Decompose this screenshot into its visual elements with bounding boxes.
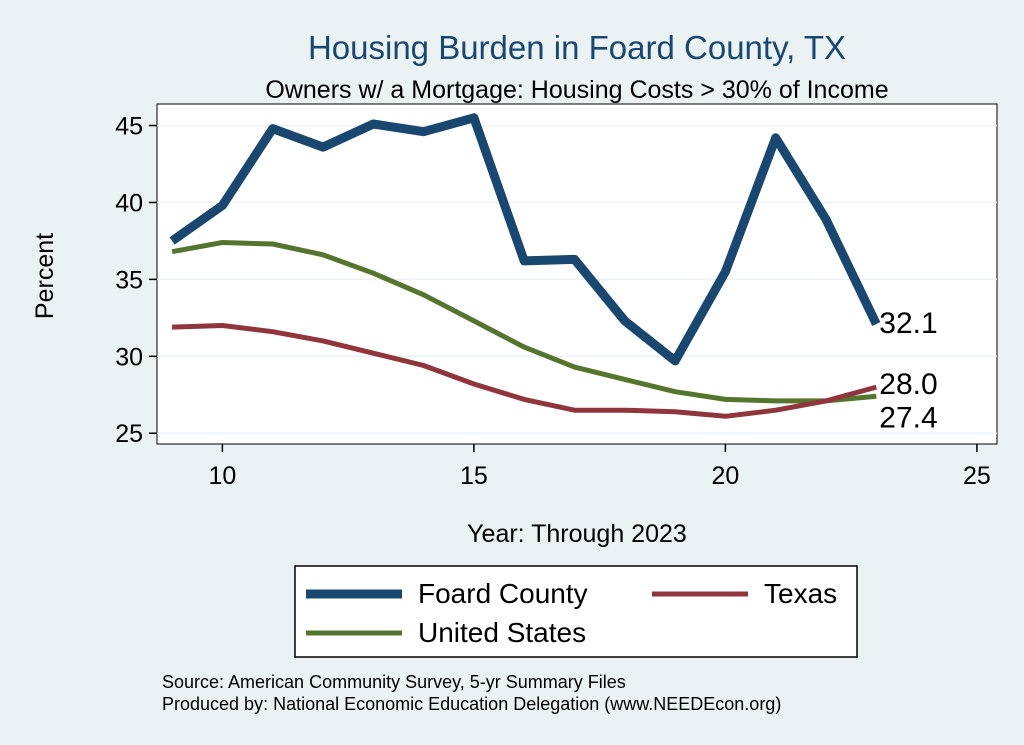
chart-title: Housing Burden in Foard County, TX <box>308 29 846 66</box>
source-line: Source: American Community Survey, 5-yr … <box>162 672 626 692</box>
legend-box <box>294 565 858 658</box>
chart-subtitle: Owners w/ a Mortgage: Housing Costs > 30… <box>265 76 888 104</box>
legend-label-united-states: United States <box>418 617 586 648</box>
end-label-texas: 28.0 <box>879 368 937 401</box>
y-tick-label: 45 <box>115 113 143 141</box>
legend: Foard County Texas United States <box>294 565 858 658</box>
y-tick-label: 40 <box>115 189 143 217</box>
y-tick-label: 25 <box>115 420 143 448</box>
end-label-foard-county: 32.1 <box>879 307 937 340</box>
producer-line: Produced by: National Economic Education… <box>162 694 781 714</box>
series-line-texas <box>172 323 877 419</box>
x-tick-label: 15 <box>460 462 488 490</box>
x-tick-label: 20 <box>711 462 739 490</box>
series-line-foard-county <box>169 113 881 366</box>
end-label-united-states: 27.4 <box>879 401 937 434</box>
legend-label-foard-county: Foard County <box>418 578 588 609</box>
y-tick-label: 35 <box>115 266 143 294</box>
y-tick-label: 30 <box>115 343 143 371</box>
axes: 25 30 35 40 45 10 15 20 25 <box>115 113 991 490</box>
x-tick-label: 10 <box>208 462 236 490</box>
gridlines <box>157 124 997 434</box>
y-axis-label: Percent <box>31 233 59 319</box>
end-labels: 32.1 28.027.4 <box>879 307 937 434</box>
x-tick-label: 25 <box>963 462 991 490</box>
x-axis-label: Year: Through 2023 <box>467 520 687 548</box>
legend-label-texas: Texas <box>764 578 837 609</box>
series-line-united-states <box>171 240 877 404</box>
series-lines <box>169 113 881 419</box>
plot-area <box>156 103 998 445</box>
